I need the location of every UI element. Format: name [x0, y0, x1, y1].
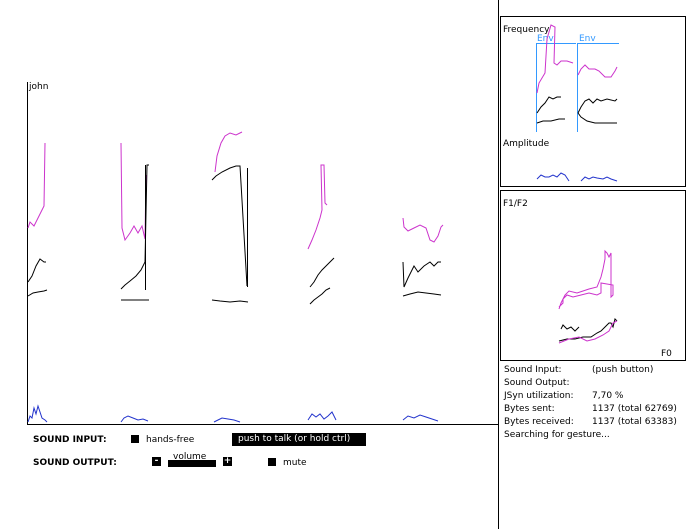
- segment-3-formant-low: [211, 299, 249, 303]
- mute-checkbox[interactable]: [268, 458, 276, 466]
- f1f2-panel: F1/F2 F0: [500, 190, 686, 361]
- segment-5-formant-mid: [402, 261, 441, 288]
- segment-2-formant-mid: [120, 164, 149, 290]
- f0-label: F0: [661, 349, 672, 359]
- volume-label: volume: [173, 452, 207, 462]
- segment-5-amplitude: [402, 414, 439, 422]
- sound-output-label: SOUND OUTPUT:: [33, 458, 117, 468]
- controls-area: SOUND INPUT: hands-free push to talk (or…: [0, 428, 498, 529]
- status-value: 1137 (total 62769): [592, 404, 677, 414]
- segment-3-formant-high: [214, 131, 243, 173]
- frequency-plot: [536, 24, 619, 182]
- hands-free-checkbox[interactable]: [131, 435, 139, 443]
- segment-1-formant-low: [27, 289, 48, 297]
- env-label-2: Env: [579, 34, 596, 44]
- env-label-1: Env: [537, 34, 554, 44]
- frequency-title: Frequency: [503, 25, 550, 35]
- status-key: Bytes received:: [504, 417, 574, 427]
- volume-up-button[interactable]: +: [223, 456, 232, 466]
- push-to-talk-button[interactable]: push to talk (or hold ctrl): [232, 433, 366, 446]
- speaker-label: john: [29, 82, 49, 92]
- f1f2-plot: [558, 249, 618, 344]
- main-plot-axes: [27, 0, 499, 529]
- segment-4-formant-high: [307, 164, 328, 250]
- segment-2-formant-high: [120, 142, 147, 242]
- main-plot: john: [27, 0, 499, 529]
- f1f2-title: F1/F2: [503, 199, 528, 209]
- segment-1-formant-high: [27, 142, 46, 229]
- segment-5-formant-low: [402, 291, 442, 297]
- segment-5-formant-high: [402, 217, 444, 243]
- status-key: Sound Output:: [504, 378, 570, 388]
- segment-3-formant-mid: [211, 165, 248, 287]
- status-key: JSyn utilization:: [504, 391, 574, 401]
- status-key: Bytes sent:: [504, 404, 555, 414]
- volume-down-button[interactable]: -: [152, 457, 161, 466]
- volume-slider[interactable]: [168, 460, 216, 467]
- status-value: 7,70 %: [592, 391, 624, 401]
- status-value: 1137 (total 63383): [592, 417, 677, 427]
- segment-2-amplitude: [120, 415, 149, 423]
- frequency-panel: Frequency Env Env Amplitude: [500, 16, 686, 187]
- status-key: Searching for gesture...: [504, 430, 610, 440]
- hands-free-label: hands-free: [146, 435, 195, 445]
- segment-4-formant-mid: [309, 257, 335, 288]
- sound-input-label: SOUND INPUT:: [33, 435, 107, 445]
- mute-label: mute: [283, 458, 307, 468]
- segment-4-amplitude: [307, 411, 337, 421]
- amplitude-title: Amplitude: [503, 139, 550, 149]
- segment-1-formant-mid: [27, 258, 46, 283]
- segment-1-amplitude: [27, 404, 48, 423]
- status-key: Sound Input:: [504, 365, 562, 375]
- segment-4-formant-low: [309, 287, 331, 305]
- status-panel: Sound Input: (push button) Sound Output:…: [500, 364, 696, 464]
- segment-3-amplitude: [213, 417, 241, 423]
- status-value: (push button): [592, 365, 654, 375]
